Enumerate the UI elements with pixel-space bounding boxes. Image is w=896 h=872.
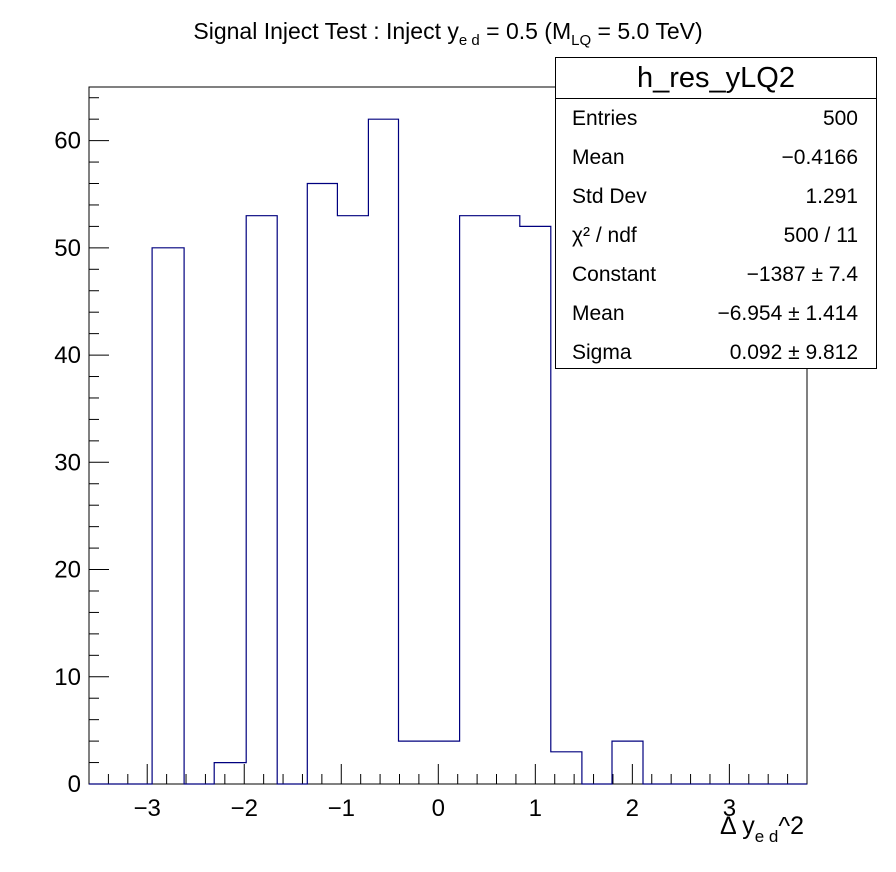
chart-title: Signal Inject Test : Inject ye d = 0.5 (…	[193, 18, 703, 49]
histogram-outline	[89, 118, 807, 785]
x-tick-label: 0	[432, 795, 445, 822]
x-tick-label: 1	[529, 795, 542, 822]
x-tick-label: −2	[231, 795, 258, 822]
stats-row-mean: Mean −0.4166	[572, 145, 858, 169]
stats-row-sigma: Sigma 0.092 ± 9.812	[572, 340, 858, 364]
stats-box-title: h_res_yLQ2	[556, 58, 876, 99]
y-tick-label: 20	[54, 557, 81, 584]
y-tick-label: 40	[54, 342, 81, 369]
x-tick-label: −1	[328, 795, 355, 822]
stats-row-constant: Constant −1387 ± 7.4	[572, 262, 858, 286]
plot-frame	[88, 86, 808, 785]
y-axis: 0 10 20 30 40 50 60	[54, 97, 109, 798]
x-tick-label: 3	[723, 795, 736, 822]
stats-row-fit-mean: Mean −6.954 ± 1.414	[572, 301, 858, 325]
y-tick-label: 0	[68, 771, 81, 798]
x-tick-label: 2	[626, 795, 639, 822]
y-tick-label: 30	[54, 449, 81, 476]
x-axis-label: Δ ye d^2	[719, 812, 804, 846]
stats-row-chi2: χ² / ndf 500 / 11	[572, 223, 858, 247]
x-tick-label: −3	[134, 795, 161, 822]
stats-box: h_res_yLQ2 Entries 500 Mean −0.4166 Std De…	[555, 57, 877, 369]
x-axis: −3 −2 −1 0 1 2 3	[88, 764, 808, 822]
y-tick-label: 10	[54, 664, 81, 691]
stats-row-stddev: Std Dev 1.291	[572, 184, 858, 208]
y-tick-label: 50	[54, 235, 81, 262]
stats-row-entries: Entries 500	[572, 106, 858, 130]
y-tick-label: 60	[54, 128, 81, 155]
